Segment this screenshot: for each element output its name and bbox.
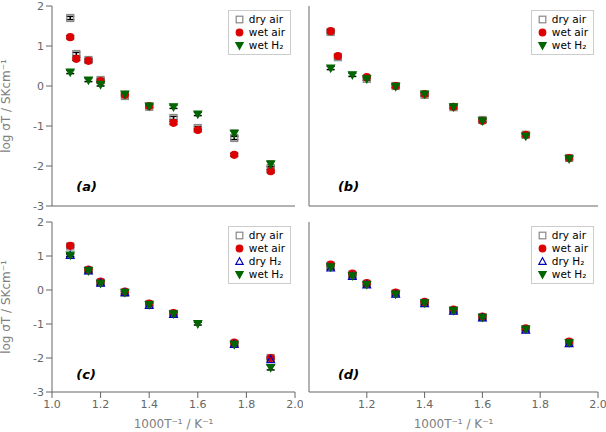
svg-text:1.2: 1.2 bbox=[92, 398, 110, 411]
svg-text:1000T⁻¹ / K⁻¹: 1000T⁻¹ / K⁻¹ bbox=[414, 417, 494, 431]
svg-text:1: 1 bbox=[37, 250, 44, 263]
svg-text:-2: -2 bbox=[33, 352, 44, 365]
html-text:wet H₂: wet H₂ bbox=[248, 39, 284, 51]
html-text:dry H₂: dry H₂ bbox=[248, 255, 282, 267]
html-text:dry air: dry air bbox=[248, 13, 283, 25]
svg-text:log σT / SKcm⁻¹: log σT / SKcm⁻¹ bbox=[8, 59, 13, 153]
svg-text:2.0: 2.0 bbox=[589, 398, 598, 411]
html-text:dry air: dry air bbox=[551, 13, 586, 25]
svg-text:1.8: 1.8 bbox=[238, 398, 256, 411]
html-text:wet H₂: wet H₂ bbox=[248, 268, 284, 280]
svg-text:1.6: 1.6 bbox=[474, 398, 492, 411]
svg-text:2.0: 2.0 bbox=[286, 398, 303, 411]
html-text:(c): (c) bbox=[76, 366, 96, 382]
svg-text:1000T⁻¹ / K⁻¹: 1000T⁻¹ / K⁻¹ bbox=[134, 417, 214, 431]
html-text:wet air: wet air bbox=[551, 242, 588, 254]
html-text:wet H₂: wet H₂ bbox=[551, 39, 587, 51]
svg-text:-2: -2 bbox=[33, 160, 44, 173]
html-text:wet air: wet air bbox=[248, 242, 285, 254]
html-text:(d): (d) bbox=[337, 366, 360, 382]
svg-text:0: 0 bbox=[37, 284, 44, 297]
svg-text:-1: -1 bbox=[33, 318, 44, 331]
svg-text:-1: -1 bbox=[33, 120, 44, 133]
html-text:dry H₂: dry H₂ bbox=[551, 255, 585, 267]
svg-text:1.0: 1.0 bbox=[43, 398, 61, 411]
svg-text:1: 1 bbox=[37, 40, 44, 53]
html-text:dry air: dry air bbox=[248, 229, 283, 241]
svg-text:-3: -3 bbox=[33, 200, 44, 213]
html-text:wet air: wet air bbox=[551, 26, 588, 38]
svg-text:log σT / SKcm⁻¹: log σT / SKcm⁻¹ bbox=[8, 260, 13, 354]
html-text:dry air: dry air bbox=[551, 229, 586, 241]
svg-text:-3: -3 bbox=[33, 386, 44, 399]
svg-text:1.6: 1.6 bbox=[189, 398, 207, 411]
svg-text:1.2: 1.2 bbox=[358, 398, 376, 411]
svg-text:2: 2 bbox=[37, 216, 44, 229]
svg-text:1.4: 1.4 bbox=[416, 398, 434, 411]
svg-text:2: 2 bbox=[37, 0, 44, 13]
svg-text:1.4: 1.4 bbox=[140, 398, 158, 411]
svg-text:1.8: 1.8 bbox=[531, 398, 549, 411]
svg-text:0: 0 bbox=[37, 80, 44, 93]
html-text:(a): (a) bbox=[76, 179, 97, 194]
html-text:wet H₂: wet H₂ bbox=[551, 268, 587, 280]
html-text:(b): (b) bbox=[337, 179, 360, 194]
html-text:wet air: wet air bbox=[248, 26, 285, 38]
